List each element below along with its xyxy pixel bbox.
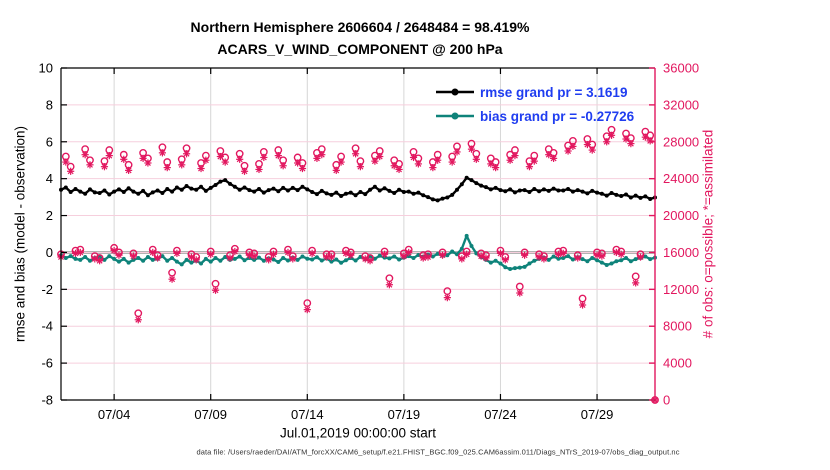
x-tick-labels: 07/04 07/09 07/14 07/19 07/24 07/29 [98,407,613,422]
svg-text:4000: 4000 [663,356,692,371]
svg-text:07/14: 07/14 [291,407,324,422]
chart-title-line1: Northern Hemisphere 2606604 / 2648484 = … [190,19,530,35]
svg-text:20000: 20000 [663,208,699,223]
possible-obs-scatter [57,125,659,404]
svg-text:36000: 36000 [663,61,699,76]
rmse-series [59,175,657,203]
svg-text:16000: 16000 [663,245,699,260]
svg-text:2: 2 [46,208,53,223]
svg-text:07/04: 07/04 [98,407,131,422]
svg-text:07/19: 07/19 [388,407,421,422]
svg-text:10: 10 [39,61,53,76]
svg-text:bias grand pr = -0.27726: bias grand pr = -0.27726 [480,109,635,124]
svg-text:32000: 32000 [663,97,699,112]
legend: rmse grand pr = 3.1619 bias grand pr = -0… [436,85,635,124]
svg-text:07/29: 07/29 [581,407,614,422]
svg-text:8000: 8000 [663,319,692,334]
svg-text:-6: -6 [41,356,53,371]
svg-text:07/09: 07/09 [194,407,227,422]
svg-text:07/24: 07/24 [484,407,517,422]
svg-text:8: 8 [46,97,53,112]
assimilated-obs-scatter [57,131,659,404]
left-axis-label: rmse and bias (model - observation) [12,125,28,343]
svg-text:-2: -2 [41,282,53,297]
svg-text:0: 0 [663,393,670,408]
chart-title-line2: ACARS_V_WIND_COMPONENT @ 200 hPa [217,41,503,57]
svg-text:24000: 24000 [663,171,699,186]
v-gridlines [113,68,598,400]
left-tick-labels: 10 8 6 4 2 0 -2 -4 -6 -8 [39,61,53,408]
x-axis-label: Jul.01,2019 00:00:00 start [279,425,437,441]
svg-text:28000: 28000 [663,134,699,149]
svg-text:-8: -8 [41,393,53,408]
axis-box [60,67,656,401]
svg-text:-4: -4 [41,319,53,334]
right-tick-labels: 36000 32000 28000 24000 20000 16000 12000 8000 4… [663,61,699,408]
svg-text:4: 4 [46,171,53,186]
svg-text:6: 6 [46,134,53,149]
svg-text:12000: 12000 [663,282,699,297]
svg-text:0: 0 [46,245,53,260]
data-file-path: data file: /Users/raeder/DAI/ATM_forcXX/… [196,447,680,457]
right-axis-label: # of obs: o=possible; *=assimilated [700,129,716,339]
svg-text:rmse grand pr = 3.1619: rmse grand pr = 3.1619 [480,85,627,100]
